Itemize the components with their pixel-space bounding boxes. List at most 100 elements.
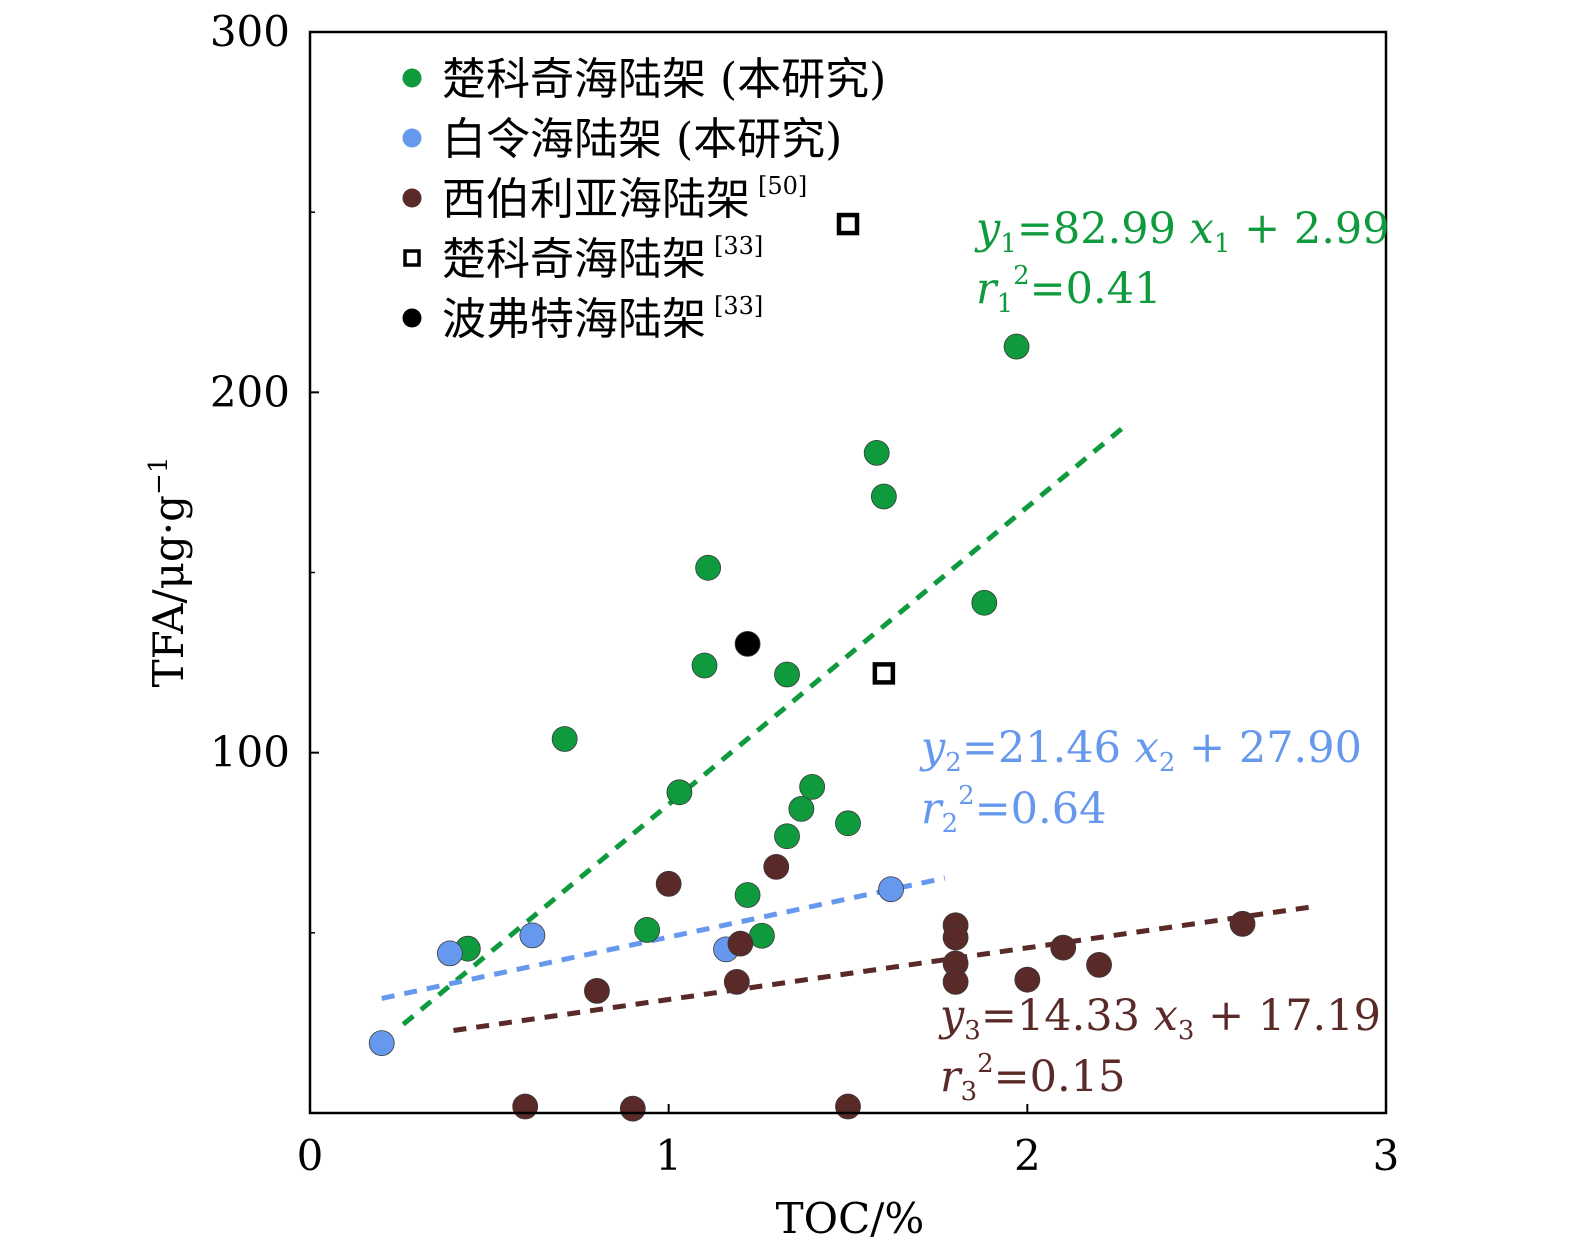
data-point xyxy=(774,661,800,688)
y-tick-label: 200 xyxy=(210,367,290,416)
equation-x-subscript: 2 xyxy=(1159,748,1176,778)
r-squared-value: =0.64 xyxy=(975,784,1107,834)
data-point xyxy=(666,779,693,806)
legend-marker xyxy=(402,188,422,208)
data-point xyxy=(519,922,546,949)
legend-label: 西伯利亚海陆架 [50] xyxy=(442,172,807,225)
data-point xyxy=(788,795,815,822)
data-point xyxy=(734,630,761,657)
equation-y-var: y xyxy=(938,991,965,1041)
y-tick-label: 300 xyxy=(210,7,290,56)
r-squared-line: r22=0.64 xyxy=(921,781,1106,839)
equation-x-subscript: 1 xyxy=(1214,229,1231,259)
r-squared-line: r12=0.41 xyxy=(976,261,1161,319)
data-point-square xyxy=(836,212,860,236)
data-point xyxy=(870,483,897,510)
r-subscript: 1 xyxy=(997,289,1014,319)
legend-label-text: 波弗特海陆架 xyxy=(442,294,706,345)
data-points xyxy=(368,212,1256,1122)
equation-y-subscript: 2 xyxy=(945,748,962,778)
data-point xyxy=(1014,966,1041,993)
legend: 楚科奇海陆架 (本研究) 白令海陆架 (本研究) 西伯利亚海陆架 [50] 楚科奇海陆架… xyxy=(402,54,886,345)
x-tick-label: 2 xyxy=(1014,1131,1041,1180)
legend-label: 楚科奇海陆架 (本研究) xyxy=(442,54,886,105)
r-superscript: 2 xyxy=(1013,261,1030,291)
y-axis-label-superscript: −1 xyxy=(144,457,174,495)
data-point xyxy=(1086,952,1112,978)
r-superscript: 2 xyxy=(977,1049,994,1079)
data-point xyxy=(835,810,861,837)
r-var: r xyxy=(921,784,944,834)
r-squared-line: r32=0.15 xyxy=(940,1049,1125,1107)
y-axis-label-text: TFA/μg·g xyxy=(144,495,193,687)
data-point xyxy=(863,439,890,466)
equation-x-subscript: 3 xyxy=(1178,1016,1195,1046)
equation-space xyxy=(1176,204,1190,254)
legend-label-ref: [50] xyxy=(758,172,807,200)
r-var: r xyxy=(976,264,999,314)
x-tick-label: 1 xyxy=(655,1131,682,1180)
x-tick-label: 0 xyxy=(297,1131,324,1180)
data-point xyxy=(723,968,750,995)
legend-label-ref: [33] xyxy=(714,232,763,260)
equation-y-var: y xyxy=(919,723,946,773)
data-point xyxy=(763,853,790,880)
data-point xyxy=(634,917,661,943)
y-axis-label: TFA/μg·g−1 xyxy=(144,457,193,688)
data-point xyxy=(691,652,718,679)
data-point xyxy=(551,726,578,752)
legend-marker xyxy=(402,68,422,88)
data-point xyxy=(368,1030,395,1056)
legend-label-text: 西伯利亚海陆架 xyxy=(442,174,750,225)
equation-y-var: y xyxy=(974,204,1001,254)
data-point xyxy=(734,882,761,908)
equation-slope: =82.99 xyxy=(1017,204,1176,254)
legend-marker xyxy=(402,308,422,328)
data-point xyxy=(727,930,754,957)
data-point xyxy=(436,940,463,967)
data-point xyxy=(1050,934,1077,961)
legend-label-ref: [33] xyxy=(714,292,763,320)
legend-marker xyxy=(403,249,421,267)
legend-marker xyxy=(402,128,422,148)
equation-x-var: x xyxy=(1190,204,1214,254)
data-point xyxy=(695,554,722,581)
legend-label-text: 楚科奇海陆架 (本研究) xyxy=(442,54,886,105)
data-point xyxy=(1229,910,1256,937)
legend-label: 白令海陆架 (本研究) xyxy=(442,114,842,165)
equation-intercept: + 17.19 xyxy=(1194,991,1380,1041)
equation-slope: =21.46 xyxy=(962,723,1121,773)
data-point xyxy=(619,1095,646,1122)
r-squared-value: =0.15 xyxy=(994,1052,1126,1102)
data-point xyxy=(1003,333,1030,360)
equation-space xyxy=(1121,723,1135,773)
data-point xyxy=(584,977,610,1004)
data-point xyxy=(799,773,826,800)
fit-line xyxy=(401,421,1130,1027)
equation-intercept: + 27.90 xyxy=(1175,723,1361,773)
legend-label: 楚科奇海陆架 [33] xyxy=(442,232,763,285)
x-axis-label: TOC/% xyxy=(776,1194,925,1243)
equation-space xyxy=(1140,991,1154,1041)
fit-line xyxy=(381,875,946,1001)
equation-y-subscript: 3 xyxy=(964,1016,981,1046)
legend-label-text: 楚科奇海陆架 xyxy=(442,234,706,285)
legend-label-text: 白令海陆架 (本研究) xyxy=(442,114,842,165)
data-point xyxy=(512,1093,539,1120)
data-point xyxy=(655,870,682,897)
data-point xyxy=(942,924,969,951)
data-point xyxy=(774,823,800,850)
r-squared-value: =0.41 xyxy=(1030,264,1162,314)
data-point-square xyxy=(872,662,896,685)
data-point xyxy=(971,589,998,616)
r-subscript: 3 xyxy=(961,1077,978,1107)
equation-line: y2=21.46 x2 + 27.90 xyxy=(919,723,1362,778)
equation-slope: =14.33 xyxy=(981,991,1140,1041)
r-superscript: 2 xyxy=(958,781,975,811)
r-var: r xyxy=(940,1052,963,1102)
equation-line: y3=14.33 x3 + 17.19 xyxy=(938,991,1381,1046)
